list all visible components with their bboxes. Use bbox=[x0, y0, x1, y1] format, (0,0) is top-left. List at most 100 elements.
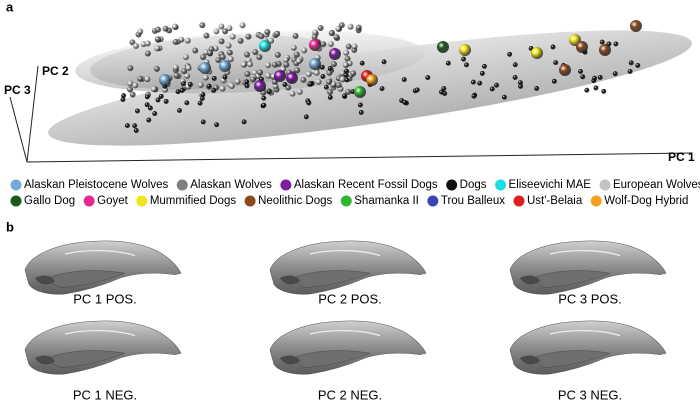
specimen bbox=[350, 70, 356, 76]
specimen bbox=[472, 94, 477, 99]
legend-marker bbox=[591, 196, 602, 207]
specimen bbox=[274, 31, 280, 37]
specimen bbox=[192, 48, 198, 54]
skull-render bbox=[270, 321, 426, 374]
skull-render bbox=[25, 241, 181, 294]
specimen bbox=[274, 70, 286, 82]
specimen bbox=[334, 34, 340, 40]
specimen bbox=[613, 41, 618, 46]
legend-label: Eliseevichi MAE bbox=[509, 179, 592, 191]
specimen bbox=[518, 84, 523, 89]
legend-label: Alaskan Wolves bbox=[190, 179, 272, 191]
specimen bbox=[220, 54, 226, 60]
legend-label: Dogs bbox=[460, 179, 487, 191]
specimen bbox=[344, 69, 349, 74]
legend-marker bbox=[341, 196, 352, 207]
specimen bbox=[580, 74, 585, 79]
specimen bbox=[183, 54, 189, 60]
specimen bbox=[226, 25, 232, 31]
skull-render bbox=[25, 321, 181, 374]
specimen bbox=[219, 38, 225, 44]
specimen bbox=[155, 36, 161, 42]
specimen bbox=[222, 75, 227, 80]
specimen bbox=[159, 74, 171, 86]
skull-render bbox=[270, 241, 426, 294]
specimen bbox=[199, 22, 205, 28]
specimen bbox=[145, 50, 151, 56]
axis-line bbox=[27, 153, 692, 162]
specimen bbox=[599, 44, 611, 56]
specimen bbox=[593, 86, 598, 91]
specimen bbox=[125, 123, 130, 128]
legend-marker bbox=[136, 196, 147, 207]
specimen bbox=[304, 114, 309, 119]
specimen bbox=[133, 43, 139, 49]
specimen bbox=[177, 108, 182, 113]
specimen bbox=[628, 69, 633, 74]
specimen bbox=[203, 33, 209, 39]
specimen bbox=[336, 82, 342, 88]
specimen bbox=[382, 59, 387, 64]
specimen bbox=[214, 122, 219, 127]
axis-line bbox=[10, 97, 27, 162]
specimen bbox=[250, 76, 256, 82]
caption: PC 1 POS. bbox=[73, 291, 137, 306]
specimen bbox=[459, 44, 471, 56]
specimen bbox=[238, 38, 244, 44]
skull-render bbox=[510, 241, 666, 294]
specimen bbox=[494, 83, 499, 88]
axis-label: PC 1 bbox=[668, 150, 695, 164]
specimen bbox=[199, 62, 211, 74]
legend-marker bbox=[495, 180, 506, 191]
specimen bbox=[425, 75, 430, 80]
specimen bbox=[264, 29, 270, 35]
specimen bbox=[229, 83, 235, 89]
specimen bbox=[185, 38, 191, 44]
specimen bbox=[551, 45, 556, 50]
legend-label: Ust'-Belaia bbox=[527, 195, 583, 207]
specimen bbox=[230, 34, 236, 40]
specimen bbox=[254, 80, 266, 92]
specimen bbox=[256, 54, 262, 60]
specimen bbox=[502, 95, 507, 100]
specimen bbox=[272, 62, 278, 68]
specimen bbox=[135, 108, 140, 113]
specimen bbox=[173, 65, 179, 71]
specimen bbox=[320, 74, 325, 79]
specimen bbox=[235, 79, 241, 85]
specimen bbox=[252, 49, 258, 55]
specimen bbox=[159, 94, 164, 99]
specimen bbox=[552, 79, 557, 84]
specimen bbox=[328, 95, 333, 100]
specimen bbox=[151, 86, 157, 92]
specimen bbox=[629, 60, 634, 65]
legend-marker bbox=[280, 180, 291, 191]
specimen bbox=[198, 82, 204, 88]
specimen bbox=[244, 71, 250, 77]
specimen bbox=[592, 76, 597, 81]
specimen bbox=[328, 66, 333, 71]
specimen bbox=[324, 85, 329, 90]
specimen bbox=[309, 39, 321, 51]
specimen bbox=[188, 82, 193, 87]
specimen bbox=[297, 89, 303, 95]
specimen bbox=[513, 62, 518, 67]
specimen bbox=[600, 40, 605, 45]
legend-marker bbox=[599, 180, 610, 191]
specimen bbox=[477, 81, 482, 86]
specimen bbox=[207, 84, 212, 89]
specimen bbox=[344, 78, 349, 83]
specimen bbox=[212, 76, 217, 81]
specimen bbox=[259, 40, 271, 52]
specimen bbox=[267, 89, 272, 94]
specimen bbox=[180, 88, 185, 93]
specimen bbox=[507, 52, 512, 57]
specimen bbox=[294, 52, 300, 58]
legend-label: Gallo Dog bbox=[24, 195, 75, 207]
legend-marker bbox=[177, 180, 188, 191]
specimen bbox=[630, 20, 642, 32]
specimen bbox=[137, 76, 143, 82]
legend-label: Goyet bbox=[97, 195, 128, 207]
